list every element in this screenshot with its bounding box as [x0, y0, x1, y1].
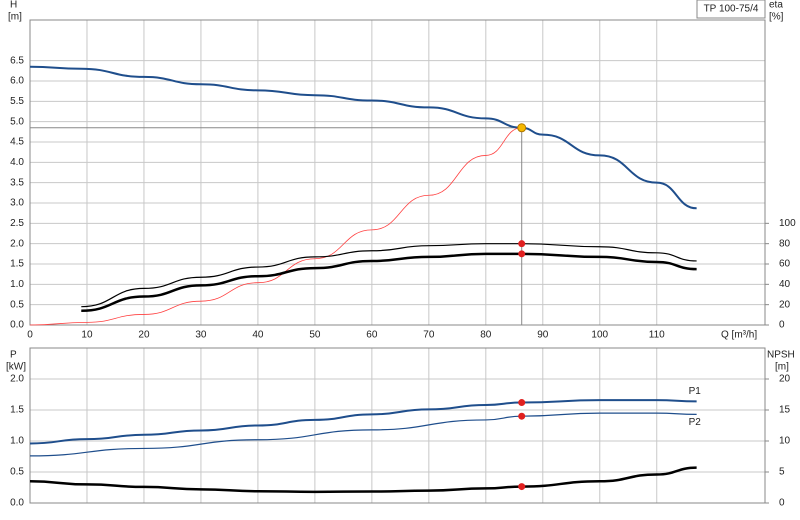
operating-point — [518, 483, 526, 491]
x-tick-label: 10 — [81, 330, 93, 341]
y-tick-label: 1.0 — [10, 279, 24, 290]
x-tick-label: 40 — [252, 330, 264, 341]
x-tick-label: 60 — [366, 330, 378, 341]
series-label: P1 — [689, 386, 702, 397]
curve — [29, 399, 697, 445]
x-tick-label: 0 — [27, 330, 33, 341]
curve — [29, 412, 697, 457]
title-box — [696, 0, 766, 19]
y-tick-label: 5.5 — [10, 96, 24, 107]
y2-label: eta — [769, 0, 783, 11]
y2-unit: [%] — [769, 12, 784, 23]
y-tick-label: 3.5 — [10, 177, 24, 188]
y2-tick-label: 60 — [779, 259, 791, 270]
y2-tick-label: 10 — [779, 436, 791, 447]
y-tick-label: 0.5 — [10, 299, 24, 310]
y2-tick-label: 20 — [779, 374, 791, 385]
x-tick-label: 80 — [480, 330, 492, 341]
y-tick-label: 2.0 — [10, 238, 24, 249]
x-tick-label: 30 — [195, 330, 207, 341]
y-tick-label: 0.0 — [10, 498, 24, 509]
y2-unit: [m] — [775, 362, 789, 373]
y-unit: [m] — [8, 12, 22, 23]
operating-point — [518, 412, 526, 420]
y-tick-label: 0.0 — [10, 320, 24, 331]
y2-tick-label: 15 — [779, 405, 791, 416]
curve — [29, 127, 522, 326]
curve — [29, 65, 697, 210]
operating-point — [518, 240, 526, 248]
curve — [81, 252, 697, 313]
y-unit: [kW] — [6, 362, 26, 373]
x-tick-label: 50 — [309, 330, 321, 341]
plot-frame — [29, 347, 766, 504]
x-tick-label: 70 — [423, 330, 435, 341]
y2-tick-label: 0 — [779, 320, 785, 331]
x-label: Q [m³/h] — [721, 330, 757, 341]
y-tick-label: 2.0 — [10, 374, 24, 385]
y2-tick-label: 20 — [779, 299, 791, 310]
y-tick-label: 6.0 — [10, 76, 24, 87]
y-tick-label: 4.5 — [10, 137, 24, 148]
x-tick-label: 100 — [591, 330, 608, 341]
y2-tick-label: 100 — [779, 218, 796, 229]
x-tick-label: 20 — [138, 330, 150, 341]
duty-point — [517, 123, 527, 133]
plot-frame — [29, 19, 766, 326]
y-label: H — [10, 0, 17, 11]
y-tick-label: 1.0 — [10, 436, 24, 447]
x-tick-label: 110 — [649, 330, 665, 341]
y2-tick-label: 0 — [779, 498, 785, 509]
y2-tick-label: 40 — [779, 279, 791, 290]
y2-tick-label: 5 — [779, 467, 785, 478]
y-tick-label: 1.5 — [10, 259, 24, 270]
y2-label: NPSH — [767, 350, 795, 361]
y-tick-label: 6.5 — [10, 55, 24, 66]
operating-point — [518, 250, 526, 258]
x-tick-label: 90 — [537, 330, 549, 341]
curve — [81, 243, 697, 308]
y-tick-label: 4.0 — [10, 157, 24, 168]
y-tick-label: 1.5 — [10, 405, 24, 416]
series-label: P2 — [689, 417, 702, 428]
y2-tick-label: 80 — [779, 238, 791, 249]
y-tick-label: 0.5 — [10, 467, 24, 478]
operating-point — [518, 399, 526, 407]
curve — [29, 466, 697, 494]
y-tick-label: 2.5 — [10, 218, 24, 229]
y-tick-label: 5.0 — [10, 116, 24, 127]
chart-title: TP 100-75/4 — [704, 4, 759, 15]
y-tick-label: 3.0 — [10, 198, 24, 209]
y-label: P — [10, 350, 17, 361]
